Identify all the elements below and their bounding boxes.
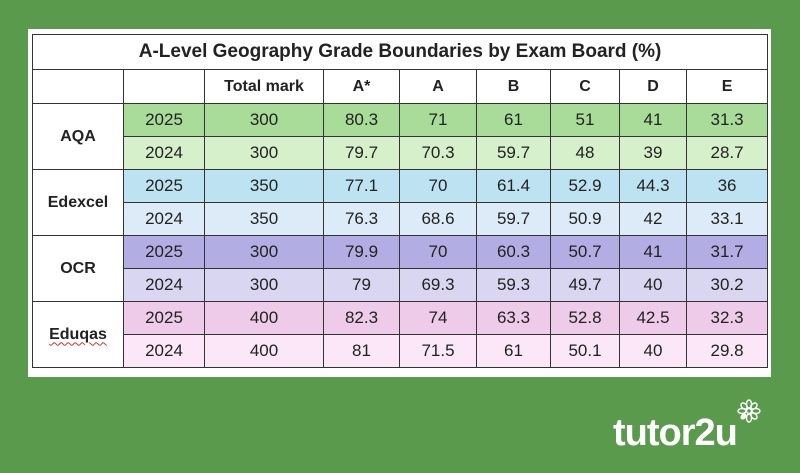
total-mark-cell: 400 [204, 334, 324, 368]
grade-cell: 51 [550, 103, 620, 137]
grade-cell: 79.9 [323, 235, 400, 269]
table-title: A-Level Geography Grade Boundaries by Ex… [31, 34, 769, 70]
year-cell: 2025 [123, 235, 205, 269]
header-row: Total mark A* A B C D E [32, 69, 769, 104]
grade-cell: 76.3 [323, 202, 400, 236]
grade-cell: 50.9 [550, 202, 620, 236]
header-year [123, 69, 205, 104]
total-mark-cell: 350 [204, 202, 324, 236]
grade-cell: 30.2 [685, 268, 769, 302]
table-row: 2024 350 76.3 68.6 59.7 50.9 42 33.1 [32, 202, 769, 236]
board-name: OCR [60, 259, 96, 277]
table-row: AQA 2025 300 80.3 71 61 51 41 31.3 [32, 103, 769, 170]
flower-icon [737, 399, 761, 423]
grade-cell: 68.6 [399, 202, 477, 236]
grade-cell: 50.1 [550, 334, 620, 368]
grade-cell: 70.3 [399, 136, 477, 170]
grade-cell: 49.7 [550, 268, 620, 302]
year-cell: 2024 [123, 268, 205, 302]
year-cell: 2024 [123, 136, 205, 170]
grade-cell: 71 [399, 103, 477, 137]
header-grade-c: C [550, 69, 620, 104]
grade-cell: 63.3 [476, 301, 551, 335]
grade-cell: 36 [685, 169, 769, 203]
board-label: Eduqas [32, 301, 124, 368]
grade-cell: 32.3 [685, 301, 769, 335]
grade-cell: 28.7 [685, 136, 769, 170]
table-row: OCR 2025 300 79.9 70 60.3 50.7 41 31.7 [32, 235, 769, 302]
grade-cell: 41 [619, 235, 687, 269]
grade-cell: 40 [619, 334, 687, 368]
header-grade-a: A [399, 69, 477, 104]
grade-cell: 61.4 [476, 169, 551, 203]
grade-cell: 41 [619, 103, 687, 137]
total-mark-cell: 300 [204, 235, 324, 269]
table-row: 2024 300 79 69.3 59.3 49.7 40 30.2 [32, 268, 769, 302]
year-cell: 2025 [123, 103, 205, 137]
grade-cell: 70 [399, 169, 477, 203]
table-row: 2024 300 79.7 70.3 59.7 48 39 28.7 [32, 136, 769, 170]
year-cell: 2024 [123, 202, 205, 236]
grade-cell: 42 [619, 202, 687, 236]
grade-cell: 40 [619, 268, 687, 302]
header-grade-d: D [619, 69, 687, 104]
board-label: Edexcel [32, 169, 124, 236]
grade-cell: 61 [476, 103, 551, 137]
header-grade-b: B [476, 69, 551, 104]
grade-cell: 61 [476, 334, 551, 368]
grade-cell: 60.3 [476, 235, 551, 269]
board-name: Edexcel [47, 193, 109, 211]
table-row: Edexcel 2025 350 77.1 70 61.4 52.9 44.3 36 [32, 169, 769, 236]
grade-boundaries-table: A-Level Geography Grade Boundaries by Ex… [31, 34, 769, 368]
grade-cell: 42.5 [619, 301, 687, 335]
grade-cell: 81 [323, 334, 400, 368]
grade-cell: 71.5 [399, 334, 477, 368]
year-cell: 2025 [123, 301, 205, 335]
board-name: Eduqas [49, 325, 107, 343]
grade-cell: 48 [550, 136, 620, 170]
board-name: AQA [60, 127, 96, 145]
header-grade-astar: A* [323, 69, 400, 104]
tutor2u-logo: tutor2u [613, 412, 738, 454]
table-row: 2024 400 81 71.5 61 50.1 40 29.8 [32, 334, 769, 368]
grade-cell: 79.7 [323, 136, 400, 170]
grade-cell: 59.3 [476, 268, 551, 302]
grade-cell: 59.7 [476, 136, 551, 170]
grade-cell: 69.3 [399, 268, 477, 302]
grade-cell: 31.7 [685, 235, 769, 269]
grade-cell: 33.1 [685, 202, 769, 236]
grade-cell: 31.3 [685, 103, 769, 137]
total-mark-cell: 300 [204, 103, 324, 137]
header-board [32, 69, 124, 104]
grade-cell: 77.1 [323, 169, 400, 203]
year-cell: 2025 [123, 169, 205, 203]
grade-cell: 80.3 [323, 103, 400, 137]
header-total-mark: Total mark [204, 69, 324, 104]
grade-cell: 52.8 [550, 301, 620, 335]
grade-cell: 59.7 [476, 202, 551, 236]
total-mark-cell: 300 [204, 268, 324, 302]
year-cell: 2024 [123, 334, 205, 368]
grade-cell: 50.7 [550, 235, 620, 269]
grade-cell: 82.3 [323, 301, 400, 335]
grade-cell: 70 [399, 235, 477, 269]
grade-cell: 52.9 [550, 169, 620, 203]
grade-cell: 29.8 [685, 334, 769, 368]
grade-boundaries-panel: A-Level Geography Grade Boundaries by Ex… [28, 29, 771, 377]
grade-cell: 74 [399, 301, 477, 335]
grade-cell: 39 [619, 136, 687, 170]
header-grade-e: E [685, 69, 769, 104]
grade-cell: 79 [323, 268, 400, 302]
board-label: AQA [32, 103, 124, 170]
total-mark-cell: 350 [204, 169, 324, 203]
total-mark-cell: 300 [204, 136, 324, 170]
table-row: Eduqas 2025 400 82.3 74 63.3 52.8 42.5 32.3 [32, 301, 769, 368]
grade-cell: 44.3 [619, 169, 687, 203]
board-label: OCR [32, 235, 124, 302]
total-mark-cell: 400 [204, 301, 324, 335]
